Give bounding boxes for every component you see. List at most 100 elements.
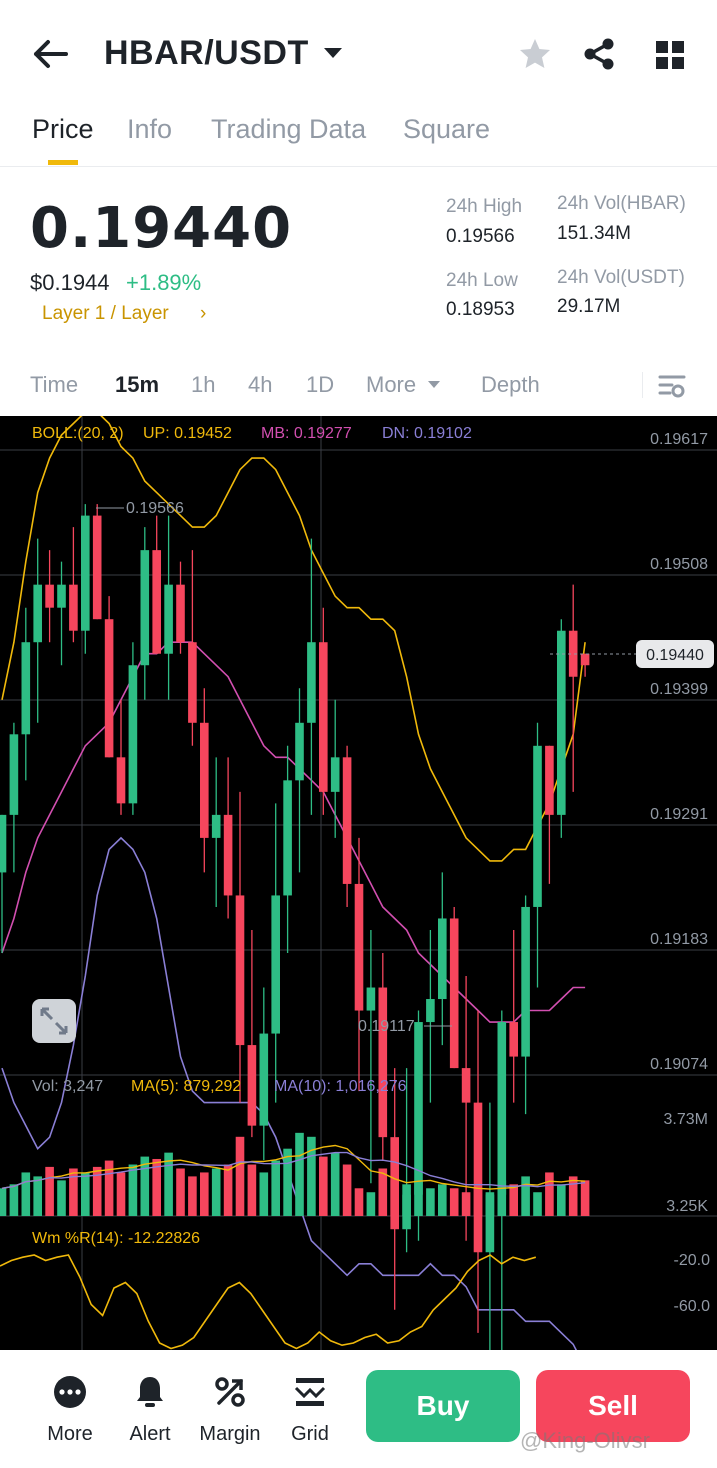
grid-label: Grid bbox=[291, 1423, 329, 1445]
active-tab-indicator bbox=[48, 160, 78, 165]
volume-bar bbox=[449, 1188, 459, 1216]
price-chart[interactable]: BOLL:(20, 2) UP: 0.19452 MB: 0.19277 DN:… bbox=[0, 416, 717, 1350]
candle bbox=[271, 895, 280, 1034]
volume-bar bbox=[342, 1164, 352, 1216]
divider bbox=[642, 372, 643, 398]
layout-grid-icon[interactable] bbox=[655, 40, 685, 70]
vol-quote-label: 24h Vol(USDT) bbox=[557, 267, 685, 288]
candle bbox=[438, 918, 447, 1000]
volume-bar bbox=[521, 1176, 530, 1216]
grid-bot-icon bbox=[294, 1378, 326, 1406]
tab-info[interactable]: Info bbox=[127, 114, 173, 144]
candle bbox=[509, 1022, 518, 1057]
category-link[interactable]: Layer 1 / Layer bbox=[42, 303, 169, 324]
volume-bar bbox=[414, 1180, 423, 1216]
candle bbox=[414, 1022, 423, 1195]
tf-depth[interactable]: Depth bbox=[481, 372, 540, 397]
candle bbox=[45, 584, 54, 608]
volume-bar bbox=[247, 1164, 257, 1216]
sell-button[interactable]: Sell bbox=[536, 1370, 690, 1442]
high-marker: 0.19566 bbox=[126, 500, 184, 517]
volume-bar bbox=[211, 1168, 221, 1216]
volume-bar bbox=[92, 1166, 102, 1216]
volume-bar bbox=[176, 1168, 185, 1216]
vol-ma10-label: MA(10): 1,016,276 bbox=[274, 1078, 407, 1095]
volume-bar bbox=[128, 1164, 138, 1216]
tf-more[interactable]: More bbox=[366, 372, 417, 397]
candle bbox=[354, 883, 364, 1011]
alert-label: Alert bbox=[129, 1423, 171, 1445]
expand-button[interactable] bbox=[32, 999, 76, 1043]
candle bbox=[104, 619, 114, 758]
volume-bar bbox=[235, 1136, 245, 1216]
chart-settings-icon[interactable] bbox=[658, 372, 686, 400]
alert-action[interactable]: Alert bbox=[110, 1368, 190, 1446]
volume-bar bbox=[390, 1180, 399, 1216]
volume-bar bbox=[57, 1180, 66, 1216]
usd-price: $0.1944 bbox=[30, 270, 110, 295]
expand-icon[interactable] bbox=[40, 1007, 68, 1035]
buy-button[interactable]: Buy bbox=[366, 1370, 520, 1442]
volume-bar bbox=[485, 1192, 495, 1216]
bottom-action-bar: More Alert Margin Grid Buy Sell bbox=[0, 1350, 717, 1468]
candle bbox=[449, 918, 459, 1069]
vol-axis-label: 3.25K bbox=[666, 1198, 708, 1215]
price-axis-label: 0.19508 bbox=[650, 556, 708, 573]
volume-bar bbox=[152, 1158, 161, 1216]
margin-label: Margin bbox=[199, 1423, 261, 1445]
tab-square[interactable]: Square bbox=[403, 114, 491, 144]
candle bbox=[188, 642, 197, 723]
volume-bar bbox=[319, 1156, 328, 1216]
volume-bar bbox=[533, 1192, 542, 1216]
current-price-tag bbox=[636, 640, 714, 668]
star-icon[interactable] bbox=[517, 36, 553, 72]
vol-label: Vol: 3,247 bbox=[32, 1078, 103, 1095]
volume-bar bbox=[568, 1176, 578, 1216]
low-label: 24h Low bbox=[446, 270, 518, 291]
volume-bar bbox=[580, 1180, 590, 1216]
low-marker: 0.19117 bbox=[358, 1018, 415, 1035]
high-value: 0.19566 bbox=[446, 226, 515, 247]
header: HBAR/USDT bbox=[0, 0, 717, 110]
share-icon[interactable] bbox=[582, 37, 616, 71]
tf-4h[interactable]: 4h bbox=[248, 372, 273, 397]
vol-ma5-label: MA(5): 879,292 bbox=[131, 1078, 241, 1095]
candle bbox=[461, 1068, 471, 1103]
boll-label: BOLL:(20, 2) bbox=[32, 425, 124, 442]
pair-title[interactable]: HBAR/USDT bbox=[104, 34, 309, 72]
candle bbox=[33, 584, 42, 643]
margin-action[interactable]: Margin bbox=[190, 1368, 270, 1446]
more-caret-icon[interactable] bbox=[427, 380, 441, 389]
tab-price[interactable]: Price bbox=[32, 114, 94, 144]
caret-down-icon[interactable] bbox=[322, 46, 344, 60]
candle bbox=[57, 584, 66, 608]
wr-axis-label: -60.0 bbox=[674, 1298, 711, 1315]
tf-15m[interactable]: 15m bbox=[115, 372, 160, 397]
tab-trading-data[interactable]: Trading Data bbox=[211, 114, 367, 144]
tf-1d[interactable]: 1D bbox=[306, 372, 335, 397]
vol-quote-value: 29.17M bbox=[557, 296, 621, 317]
grid-action[interactable]: Grid bbox=[270, 1368, 350, 1446]
candle bbox=[330, 757, 340, 792]
boll-up-label: UP: 0.19452 bbox=[143, 425, 232, 442]
chevron-right-icon[interactable]: › bbox=[200, 303, 207, 324]
candle bbox=[92, 515, 102, 620]
more-action[interactable]: More bbox=[30, 1368, 110, 1446]
volume-bar bbox=[9, 1184, 19, 1216]
chart-canvas[interactable]: BOLL:(20, 2) UP: 0.19452 MB: 0.19277 DN:… bbox=[0, 416, 717, 1350]
volume-bar bbox=[461, 1192, 471, 1216]
volume-bar bbox=[104, 1160, 114, 1216]
volume-bar bbox=[259, 1172, 269, 1216]
volume-bar bbox=[283, 1148, 292, 1216]
price-axis-label: 0.19291 bbox=[650, 806, 708, 823]
candle bbox=[545, 745, 554, 815]
price-axis-label: 0.19183 bbox=[650, 931, 708, 948]
back-arrow-icon[interactable] bbox=[30, 36, 70, 72]
tf-1h[interactable]: 1h bbox=[191, 372, 216, 397]
tf-time[interactable]: Time bbox=[30, 372, 79, 397]
candle bbox=[497, 1022, 507, 1195]
tab-bar: Price Info Trading Data Square bbox=[0, 110, 717, 167]
candle bbox=[426, 999, 435, 1023]
wr-label: Wm %R(14): -12.22826 bbox=[32, 1230, 200, 1247]
price-axis-label: 0.19617 bbox=[650, 431, 708, 448]
